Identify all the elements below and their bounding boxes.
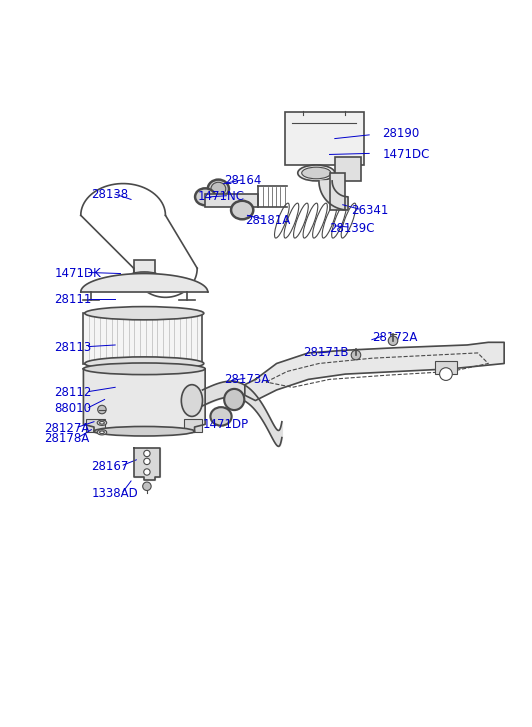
Circle shape [351,350,361,360]
Text: 28181A: 28181A [245,214,290,227]
Text: 28111: 28111 [54,294,92,307]
Ellipse shape [85,307,204,320]
Ellipse shape [99,422,104,424]
Text: 28127A: 28127A [44,422,89,435]
Circle shape [144,450,150,457]
Ellipse shape [85,357,204,370]
Text: 28190: 28190 [383,126,420,140]
Ellipse shape [211,407,231,426]
Ellipse shape [97,430,107,435]
Bar [435,361,456,374]
Polygon shape [319,181,348,210]
Ellipse shape [130,274,159,284]
Ellipse shape [195,188,215,205]
Text: 28178A: 28178A [44,432,89,445]
Ellipse shape [211,182,226,196]
Circle shape [98,406,106,414]
Ellipse shape [84,363,205,374]
Polygon shape [84,369,205,433]
Ellipse shape [94,427,195,436]
Circle shape [388,336,398,345]
Polygon shape [134,448,160,480]
Bar [84,313,203,364]
Text: 1338AD: 1338AD [92,486,138,499]
Bar [329,173,345,210]
Bar [134,260,155,281]
Circle shape [144,469,150,475]
Circle shape [144,458,150,465]
Bar [205,194,258,207]
Text: 28138: 28138 [92,188,129,201]
Ellipse shape [231,201,253,220]
Bar [184,419,203,433]
Text: 1471DP: 1471DP [203,418,248,431]
Text: 28171B: 28171B [303,347,348,359]
Ellipse shape [126,272,163,286]
Text: 28173A: 28173A [223,373,269,386]
Text: 28164: 28164 [223,174,261,188]
FancyBboxPatch shape [285,112,364,165]
Ellipse shape [97,420,107,425]
Ellipse shape [298,165,335,181]
Text: 28167: 28167 [92,460,129,473]
Circle shape [143,482,151,491]
Text: 28172A: 28172A [372,331,417,344]
Ellipse shape [302,167,331,179]
Ellipse shape [224,389,244,410]
Ellipse shape [181,385,203,417]
Ellipse shape [208,180,229,198]
Text: 1471DC: 1471DC [383,148,430,161]
Bar [86,419,105,433]
Text: 1471DK: 1471DK [54,267,101,280]
Text: 28112: 28112 [54,386,92,399]
Bar [335,157,361,181]
Text: 28113: 28113 [54,341,92,354]
Ellipse shape [99,431,104,433]
Ellipse shape [134,279,155,290]
Text: 88010: 88010 [54,402,92,415]
Circle shape [439,368,452,380]
Polygon shape [245,342,504,401]
Text: 28139C: 28139C [329,222,375,235]
Text: 1471NC: 1471NC [197,190,244,204]
Text: 26341: 26341 [351,204,388,217]
Polygon shape [81,273,208,292]
